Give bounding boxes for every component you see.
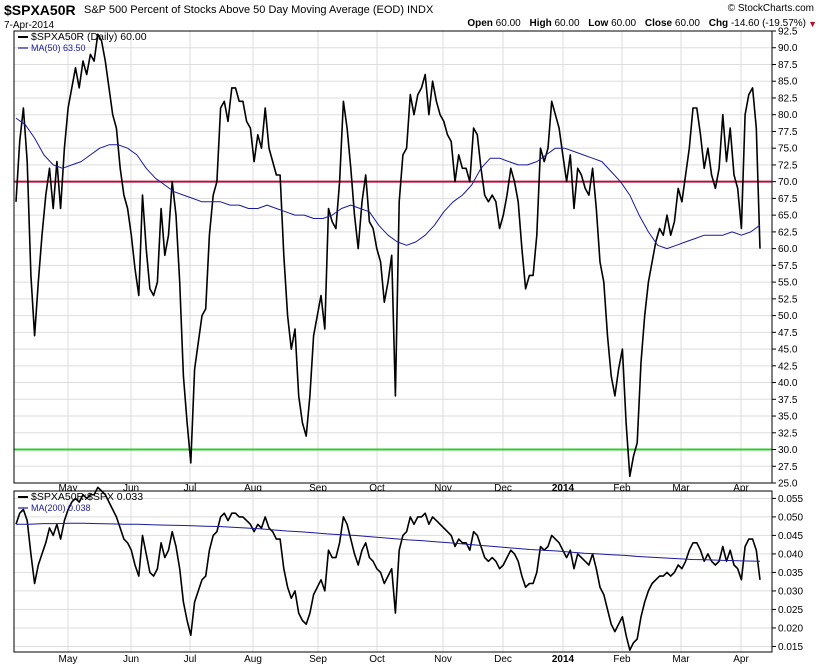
high-label: High [529, 18, 552, 29]
x-tick-label: Dec [494, 483, 512, 494]
panel-2-background [14, 491, 772, 652]
y-tick-label: 55.0 [778, 278, 798, 289]
x-tick-label: May [59, 654, 78, 665]
date-label: 7-Apr-2014 [4, 20, 55, 31]
y-tick-label: 0.025 [778, 605, 803, 616]
chg-value: -14.60 (-19.57%) [730, 18, 806, 29]
brand-label: © StockCharts.com [727, 3, 814, 14]
x-tick-label: Sep [309, 654, 327, 665]
symbol-label: $SPXA50R [4, 2, 76, 18]
x-tick-label: Nov [434, 654, 452, 665]
y-tick-label: 40.0 [778, 378, 798, 389]
series-line-main-panel-1 [15, 33, 761, 478]
y-tick-label: 25.0 [778, 479, 798, 490]
low-value: 60.00 [611, 18, 637, 29]
x-tick-label: Nov [434, 483, 452, 494]
y-tick-label: 75.0 [778, 144, 798, 155]
open-value: 60.00 [495, 18, 521, 29]
y-tick-label: 0.035 [778, 568, 803, 579]
y-tick-label: 62.5 [778, 227, 798, 238]
ohlc-readout: Open 60.00 High 60.00 Low 60.00 Close 60… [467, 18, 806, 29]
x-tick-label: Mar [672, 483, 690, 494]
y-tick-label: 30.0 [778, 445, 798, 456]
y-tick-label: 0.045 [778, 531, 803, 542]
close-value: 60.00 [674, 18, 700, 29]
x-tick-label: Dec [494, 654, 512, 665]
y-tick-label: 77.5 [778, 127, 798, 138]
y-tick-label: 42.5 [778, 361, 798, 372]
y-tick-label: 0.055 [778, 494, 803, 505]
x-tick-label: Sep [309, 483, 327, 494]
y-tick-label: 90.0 [778, 43, 798, 54]
y-tick-label: 37.5 [778, 395, 798, 406]
panel-1-background [14, 31, 772, 483]
chg-label: Chg [708, 18, 729, 29]
x-tick-label: Apr [733, 654, 749, 665]
x-tick-label: Oct [369, 654, 385, 665]
y-tick-label: 0.040 [778, 549, 803, 560]
x-tick-label: Jul [184, 483, 197, 494]
high-value: 60.00 [554, 18, 580, 29]
y-tick-label: 80.0 [778, 110, 798, 121]
y-tick-label: 50.0 [778, 311, 798, 322]
y-tick-label: 52.5 [778, 294, 798, 305]
panel-2-frame [13, 490, 773, 653]
legend-entry: MA(50) 63.50 [31, 43, 86, 53]
series-line-moving-average-panel-1 [15, 117, 761, 250]
x-tick-label: Mar [672, 654, 690, 665]
x-tick-label: 2014 [552, 483, 575, 494]
y-tick-label: 87.5 [778, 60, 798, 71]
y-tick-label: 47.5 [778, 328, 798, 339]
close-label: Close [644, 18, 673, 29]
y-tick-label: 0.030 [778, 586, 803, 597]
y-tick-label: 85.0 [778, 77, 798, 88]
low-label: Low [588, 18, 609, 29]
open-label: Open [467, 18, 493, 29]
y-tick-label: 60.0 [778, 244, 798, 255]
x-tick-label: Jun [123, 483, 139, 494]
x-tick-label: Jul [184, 654, 197, 665]
x-tick-label: May [59, 483, 78, 494]
y-tick-label: 35.0 [778, 412, 798, 423]
y-tick-label: 0.020 [778, 623, 803, 634]
legend-entry: $SPXA50R (Daily) 60.00 [31, 31, 147, 43]
y-tick-label: 27.5 [778, 462, 798, 473]
y-tick-label: 45.0 [778, 345, 798, 356]
exchange-label: INDX [407, 4, 434, 16]
y-tick-label: 82.5 [778, 93, 798, 104]
series-line-main-panel-2 [15, 486, 761, 651]
series-line-moving-average-panel-2 [16, 522, 761, 562]
x-tick-label: 2014 [552, 654, 575, 665]
y-tick-label: 65.0 [778, 211, 798, 222]
x-tick-label: Aug [244, 654, 262, 665]
x-tick-label: Apr [733, 483, 749, 494]
y-tick-label: 0.050 [778, 512, 803, 523]
y-tick-label: 72.5 [778, 160, 798, 171]
y-tick-label: 67.5 [778, 194, 798, 205]
y-tick-label: 0.015 [778, 642, 803, 653]
legend-entry: MA(200) 0.038 [31, 503, 91, 513]
x-tick-label: Oct [369, 483, 385, 494]
x-tick-label: Aug [244, 483, 262, 494]
chart-description: S&P 500 Percent of Stocks Above 50 Day M… [84, 4, 404, 16]
y-tick-label: 32.5 [778, 428, 798, 439]
legend-entry: $SPXA50R:$SPX 0.033 [31, 491, 143, 503]
y-tick-label: 70.0 [778, 177, 798, 188]
x-tick-label: Feb [613, 483, 631, 494]
panel-1-frame [13, 30, 773, 484]
y-tick-label: 92.5 [778, 27, 798, 38]
x-tick-label: Feb [613, 654, 631, 665]
y-tick-label: 57.5 [778, 261, 798, 272]
x-tick-label: Jun [123, 654, 139, 665]
down-arrow-icon: ▼ [808, 19, 817, 29]
